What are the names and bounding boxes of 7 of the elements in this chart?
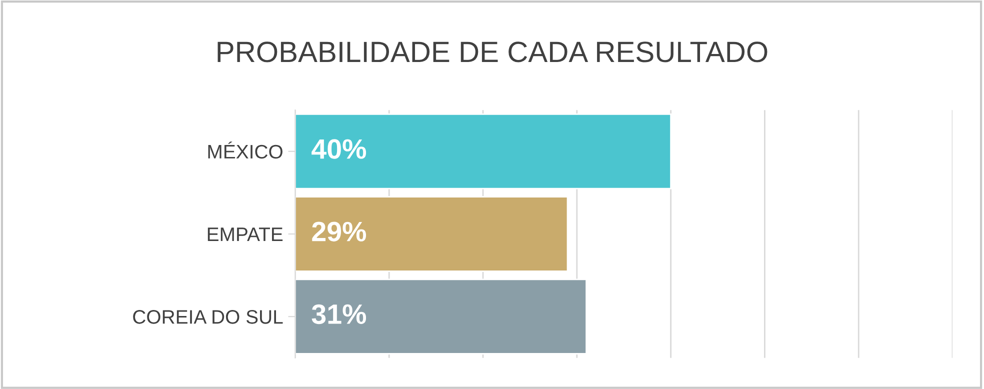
data-label: 31% [312,304,366,324]
y-tick-label: MÉXICO [208,142,282,159]
data-label: 40% [312,139,366,159]
data-label: 29% [312,222,366,242]
y-tick-label: EMPATE [208,228,283,242]
chart-title: PROBABILIDADE DE CADA RESULTADO [218,42,768,62]
y-tick-label: COREIA DO SUL [133,310,283,324]
